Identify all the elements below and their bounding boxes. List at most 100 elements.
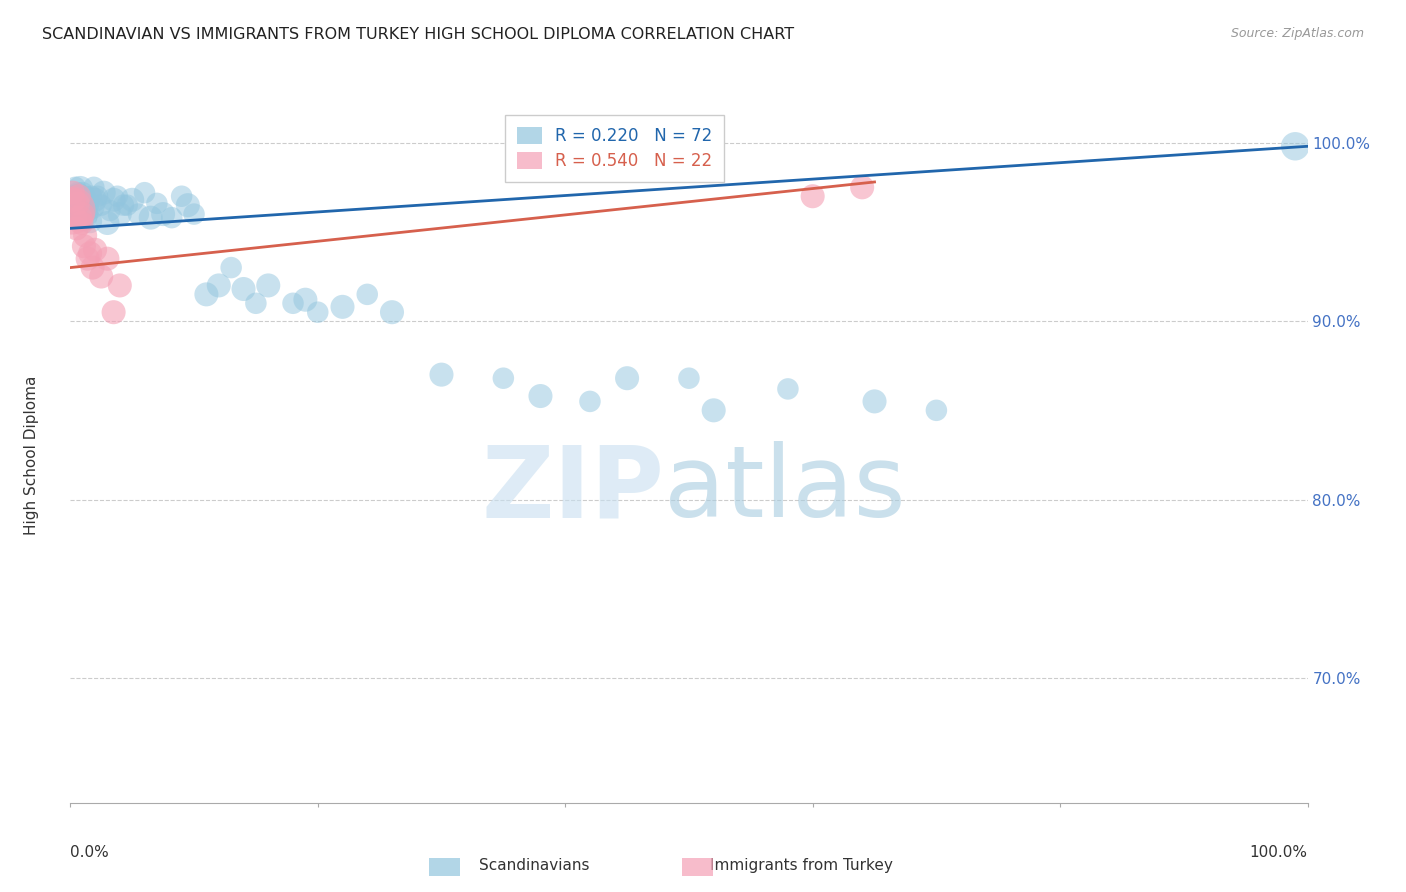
Point — [98, 203, 121, 218]
Point — [75, 207, 97, 221]
Point — [195, 287, 218, 301]
Point — [84, 193, 107, 207]
Point — [65, 198, 87, 212]
Point — [82, 260, 104, 275]
Point — [67, 196, 90, 211]
Point — [76, 252, 98, 266]
Point — [82, 200, 104, 214]
Text: SCANDINAVIAN VS IMMIGRANTS FROM TURKEY HIGH SCHOOL DIPLOMA CORRELATION CHART: SCANDINAVIAN VS IMMIGRANTS FROM TURKEY H… — [42, 27, 794, 42]
Point — [139, 211, 162, 225]
Point — [925, 403, 948, 417]
Point — [170, 189, 193, 203]
Point — [62, 186, 84, 200]
Point — [703, 403, 725, 417]
Point — [492, 371, 515, 385]
Point — [678, 371, 700, 385]
Point — [65, 189, 87, 203]
Point — [73, 239, 96, 253]
Point — [112, 198, 135, 212]
Point — [70, 207, 93, 221]
Text: 0.0%: 0.0% — [70, 845, 110, 860]
Point — [152, 207, 174, 221]
Point — [63, 193, 86, 207]
Point — [294, 293, 316, 307]
Point — [75, 189, 97, 203]
Point — [90, 269, 112, 284]
Point — [529, 389, 551, 403]
Point — [121, 193, 143, 207]
Point — [430, 368, 453, 382]
Point — [62, 189, 84, 203]
Point — [83, 180, 105, 194]
Point — [60, 196, 83, 211]
Point — [356, 287, 378, 301]
Point — [73, 203, 96, 218]
Point — [160, 211, 183, 225]
Point — [90, 198, 112, 212]
Point — [307, 305, 329, 319]
Text: atlas: atlas — [664, 442, 905, 538]
Point — [79, 214, 101, 228]
Point — [69, 191, 91, 205]
Point — [96, 216, 118, 230]
Point — [69, 211, 91, 225]
Point — [75, 228, 97, 243]
Point — [108, 278, 131, 293]
Point — [77, 203, 100, 218]
Point — [67, 205, 90, 219]
Point — [79, 246, 101, 260]
Point — [60, 203, 83, 218]
Point — [245, 296, 267, 310]
Point — [72, 207, 94, 221]
Point — [63, 211, 86, 225]
Text: Source: ZipAtlas.com: Source: ZipAtlas.com — [1230, 27, 1364, 40]
Point — [257, 278, 280, 293]
Text: 100.0%: 100.0% — [1250, 845, 1308, 860]
Point — [232, 282, 254, 296]
Point — [103, 305, 125, 319]
Point — [381, 305, 404, 319]
Point — [1284, 139, 1306, 153]
Point — [108, 207, 131, 221]
Point — [70, 216, 93, 230]
Point — [103, 193, 125, 207]
Point — [65, 202, 87, 216]
Bar — [429, 858, 460, 876]
Point — [115, 198, 138, 212]
Point — [177, 198, 200, 212]
Point — [579, 394, 602, 409]
Text: Immigrants from Turkey: Immigrants from Turkey — [710, 858, 893, 872]
Bar — [682, 858, 713, 876]
Point — [63, 198, 86, 212]
Point — [851, 180, 873, 194]
Point — [776, 382, 799, 396]
Point — [105, 189, 128, 203]
Point — [863, 394, 886, 409]
Text: Scandinavians: Scandinavians — [479, 858, 589, 872]
Point — [80, 189, 103, 203]
Point — [93, 186, 115, 200]
Text: ZIP: ZIP — [481, 442, 664, 538]
Point — [86, 189, 108, 203]
Point — [72, 196, 94, 211]
Point — [69, 182, 91, 196]
Point — [67, 189, 90, 203]
Text: High School Diploma: High School Diploma — [24, 376, 39, 534]
Point — [72, 186, 94, 200]
Point — [84, 243, 107, 257]
Point — [70, 200, 93, 214]
Point — [65, 180, 87, 194]
Point — [801, 189, 824, 203]
Point — [66, 186, 89, 200]
Point — [332, 300, 354, 314]
Point — [219, 260, 242, 275]
Point — [134, 186, 156, 200]
Point — [616, 371, 638, 385]
Legend: R = 0.220   N = 72, R = 0.540   N = 22: R = 0.220 N = 72, R = 0.540 N = 22 — [505, 115, 724, 182]
Point — [127, 207, 149, 221]
Point — [76, 196, 98, 211]
Point — [281, 296, 304, 310]
Point — [73, 211, 96, 225]
Point — [65, 221, 87, 235]
Point — [66, 193, 89, 207]
